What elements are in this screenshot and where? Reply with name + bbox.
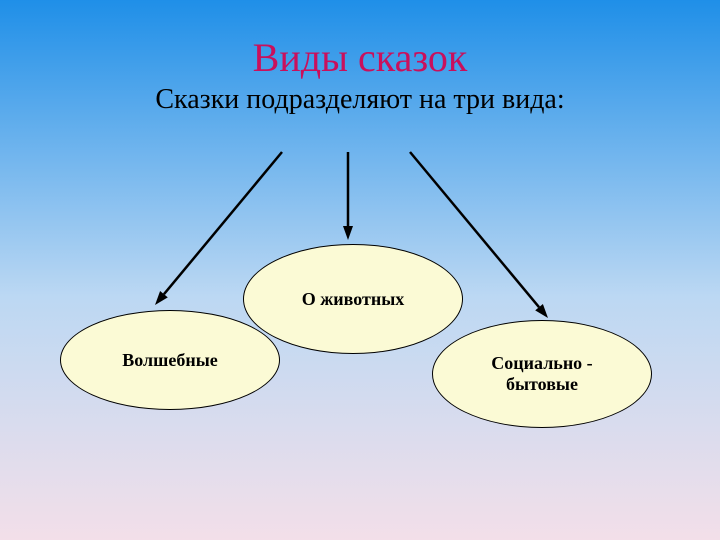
arrow-head-1 [343, 226, 353, 240]
node-magic: Волшебные [60, 310, 280, 410]
node-animals: О животных [243, 244, 463, 354]
slide: Виды сказок Сказки подразделяют на три в… [0, 0, 720, 540]
slide-title: Виды сказок [0, 34, 720, 81]
slide-subtitle: Сказки подразделяют на три вида: [0, 84, 720, 116]
arrow-head-0 [155, 291, 168, 305]
arrow-head-2 [535, 304, 548, 318]
node-social-label: Социально - бытовые [491, 353, 592, 394]
node-animals-label: О животных [302, 289, 405, 310]
node-social: Социально - бытовые [432, 320, 652, 428]
node-magic-label: Волшебные [122, 350, 217, 371]
